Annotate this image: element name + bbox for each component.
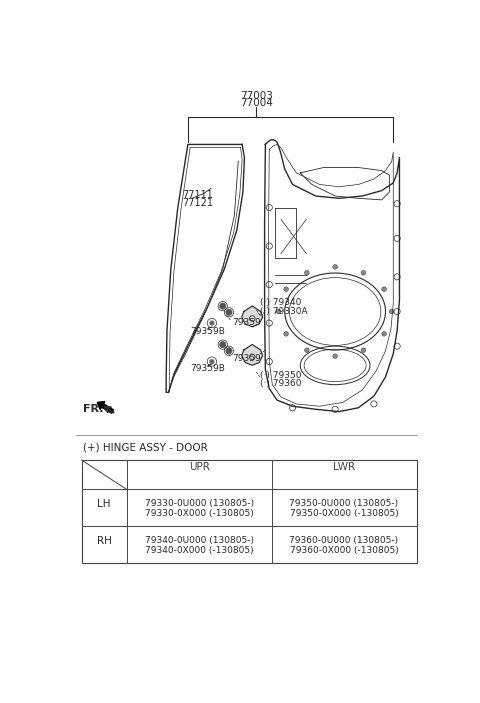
Circle shape [226,309,232,316]
Text: 79340-0X000 (-130805): 79340-0X000 (-130805) [145,546,253,555]
Text: 79359B: 79359B [190,327,225,336]
Text: (·) 79350: (·) 79350 [260,370,301,380]
Text: 79350-0U000 (130805-): 79350-0U000 (130805-) [289,498,398,508]
Text: LWR: LWR [333,462,355,472]
Circle shape [382,332,386,336]
Circle shape [382,287,386,292]
Polygon shape [242,344,263,366]
Circle shape [389,309,394,314]
Circle shape [284,332,288,336]
Text: UPR: UPR [189,462,210,472]
Text: 79359: 79359 [232,354,261,363]
Circle shape [220,303,226,309]
Circle shape [210,321,214,325]
Text: (·) 79340: (·) 79340 [260,298,301,307]
Circle shape [304,271,309,275]
Circle shape [304,348,309,352]
Text: FR.: FR. [83,404,104,414]
FancyArrow shape [97,401,114,413]
Text: (+) HINGE ASSY - DOOR: (+) HINGE ASSY - DOOR [83,442,208,453]
Circle shape [276,309,281,314]
Polygon shape [242,306,263,327]
Text: 77121: 77121 [182,198,214,208]
Text: (·) 79360: (·) 79360 [260,380,301,388]
Circle shape [210,359,214,364]
Text: 79359B: 79359B [190,364,225,373]
Text: LH: LH [97,498,111,508]
Text: RH: RH [97,536,112,546]
Text: 79330-0U000 (130805-): 79330-0U000 (130805-) [144,498,253,508]
Text: 79360-0U000 (130805-): 79360-0U000 (130805-) [289,536,398,545]
Text: 79359: 79359 [232,318,261,327]
Circle shape [333,354,337,359]
Text: 79340-0U000 (130805-): 79340-0U000 (130805-) [144,536,253,545]
Circle shape [361,348,366,352]
Circle shape [220,342,226,348]
Circle shape [284,287,288,292]
Text: 79330-0X000 (-130805): 79330-0X000 (-130805) [145,510,253,518]
Text: 79360-0X000 (-130805): 79360-0X000 (-130805) [289,546,398,555]
Text: 77003: 77003 [240,91,273,101]
Circle shape [361,271,366,275]
Circle shape [333,264,337,269]
Text: 77004: 77004 [240,98,273,108]
Text: (·) 79330A: (·) 79330A [260,307,308,316]
Text: 79350-0X000 (-130805): 79350-0X000 (-130805) [289,510,398,518]
Text: 77111: 77111 [182,190,213,200]
Circle shape [226,348,232,354]
Bar [82,460,417,563]
